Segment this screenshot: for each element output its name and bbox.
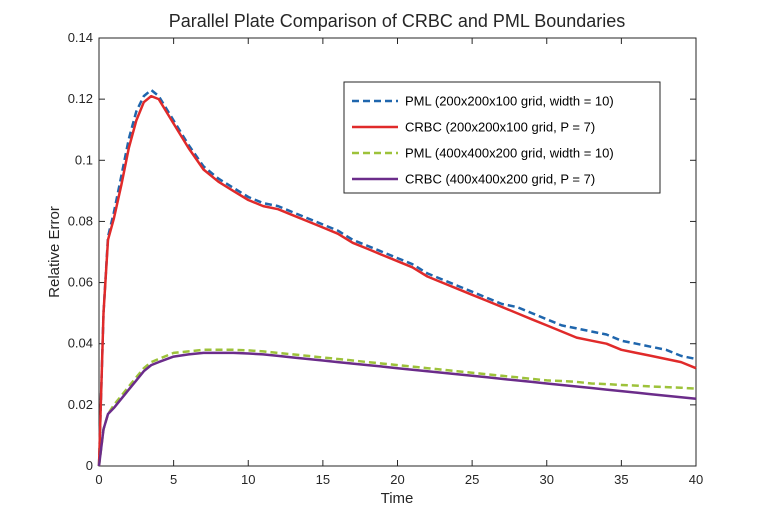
y-tick-label: 0.12 [68, 91, 93, 106]
series-line-3 [97, 348, 697, 467]
x-tick-label: 15 [316, 472, 330, 487]
x-tick-label: 20 [390, 472, 404, 487]
y-tick-label: 0.08 [68, 213, 93, 228]
x-tick-label: 40 [689, 472, 703, 487]
y-tick-label: 0.02 [68, 397, 93, 412]
legend: PML (200x200x100 grid, width = 10) CRBC (… [343, 81, 661, 194]
y-axis-label: Relative Error [46, 206, 63, 298]
series-layer [97, 88, 697, 467]
x-axis-label: Time [381, 490, 414, 507]
legend-label-2: CRBC (200x200x100 grid, P = 7) [405, 120, 595, 135]
x-tick-label: 30 [540, 472, 554, 487]
y-tick-label: 0.06 [68, 275, 93, 290]
x-tick-label: 10 [241, 472, 255, 487]
x-axis: 0 5 10 15 20 25 30 35 40 [95, 38, 703, 487]
y-tick-label: 0.04 [68, 336, 93, 351]
x-tick-label: 35 [614, 472, 628, 487]
series-line-1 [97, 88, 697, 467]
y-axis: 0 0.02 0.04 0.06 0.08 0.1 0.12 0.14 [68, 30, 696, 473]
y-tick-label: 0.1 [75, 152, 93, 167]
x-tick-label: 25 [465, 472, 479, 487]
x-tick-label: 0 [95, 472, 102, 487]
y-tick-label: 0 [86, 458, 93, 473]
series-line-4 [97, 351, 697, 467]
series-line-2 [97, 94, 697, 467]
legend-label-4: CRBC (400x400x200 grid, P = 7) [405, 172, 595, 187]
x-tick-label: 5 [170, 472, 177, 487]
legend-label-3: PML (400x400x200 grid, width = 10) [405, 146, 614, 161]
legend-label-1: PML (200x200x100 grid, width = 10) [405, 94, 614, 109]
y-tick-label: 0.14 [68, 30, 93, 45]
chart-title: Parallel Plate Comparison of CRBC and PM… [169, 11, 626, 31]
